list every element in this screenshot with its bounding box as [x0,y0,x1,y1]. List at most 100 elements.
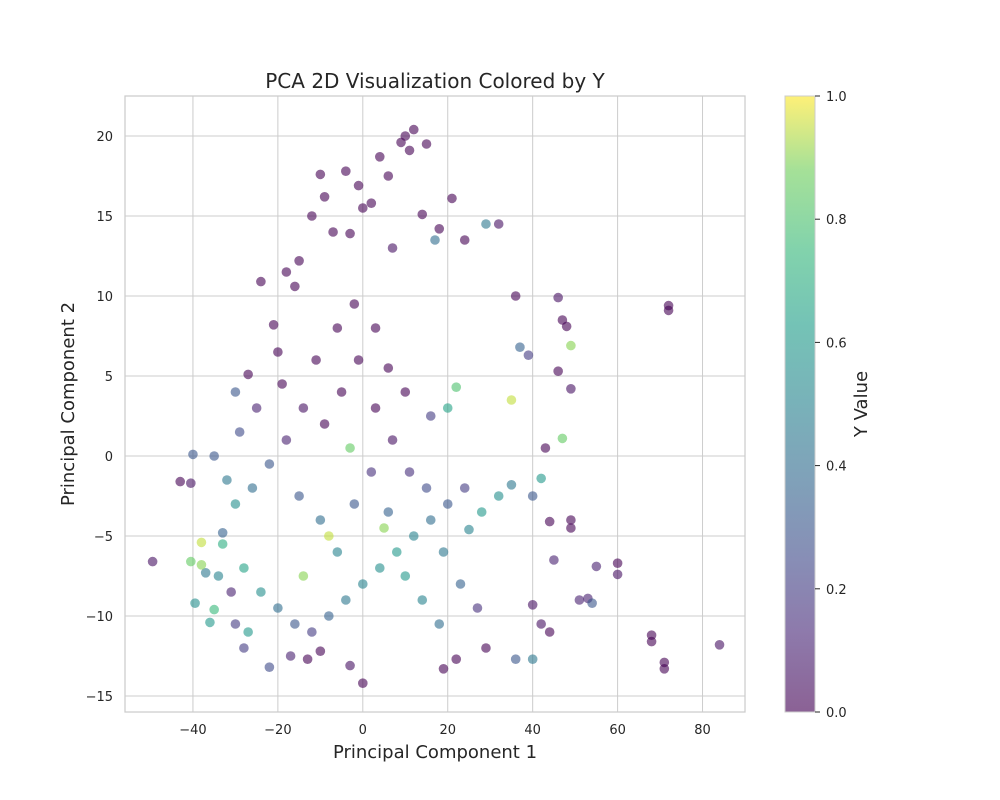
x-tick-label: −20 [264,723,291,738]
y-tick-label: −5 [94,530,113,545]
y-tick-label: 0 [105,450,113,465]
scatter-point [400,131,411,141]
colorbar-label: Y Value [851,371,872,438]
colorbar-tick-label: 0.4 [826,460,847,475]
scatter-point [209,451,219,461]
scatter-point [285,651,296,661]
scatter-point [196,537,207,548]
scatter-point [536,619,546,629]
scatter-point [383,507,394,517]
scatter-point [370,403,381,413]
scatter-point [230,499,241,509]
scatter-point [506,395,517,405]
scatter-point [264,662,275,672]
scatter-point [239,643,249,653]
scatter-point [190,598,200,608]
scatter-point [391,547,402,557]
scatter-point [315,515,326,525]
scatter-point [566,340,576,351]
chart-title: PCA 2D Visualization Colored by Y [265,69,605,93]
scatter-point [561,321,572,332]
scatter-point [459,483,470,493]
scatter-point [506,480,517,490]
scatter-point [217,539,228,549]
scatter-point [383,171,394,181]
scatter-point [438,547,449,557]
scatter-point [243,369,253,380]
scatter-point [379,523,389,533]
y-tick-label: −15 [86,690,113,705]
scatter-point [345,443,355,453]
scatter-point [434,224,445,234]
scatter-point [336,387,347,397]
scatter-point [294,491,304,501]
scatter-point [425,515,436,525]
scatter-point [290,281,300,292]
scatter-point [332,547,343,557]
colorbar-tick-label: 0.8 [826,213,847,228]
scatter-point [451,382,462,393]
scatter-point [587,598,597,608]
scatter-point [273,347,283,357]
y-tick-label: 5 [105,370,113,385]
scatter-point [421,139,432,149]
scatter-point [186,478,196,489]
scatter-point [646,636,657,647]
scatter-point [493,491,504,501]
scatter-point [566,515,576,525]
scatter-point [147,556,158,567]
scatter-point [366,198,377,208]
x-axis-label: Principal Component 1 [333,742,537,763]
scatter-point [510,291,521,301]
scatter-point [515,342,525,353]
scatter-point [481,643,491,653]
scatter-point [349,499,360,509]
scatter-point [387,243,398,253]
scatter-point [358,203,368,213]
scatter-point [256,587,266,597]
scatter-point [442,499,453,509]
scatter-point [290,619,300,629]
scatter-point [574,595,585,605]
scatter-point [222,475,232,485]
scatter-point [374,563,385,573]
scatter-point [553,366,563,377]
colorbar-tick-label: 1.0 [826,90,847,105]
scatter-point [294,255,304,266]
y-tick-label: 20 [96,130,113,145]
scatter-point [408,124,419,135]
scatter-point [430,235,440,245]
scatter-points [147,124,725,688]
scatter-point [247,483,258,493]
scatter-point [472,603,483,613]
scatter-point [366,467,377,477]
scatter-point [612,558,623,568]
scatter-point [307,627,317,637]
y-tick-labels: −15 −10 −5 0 5 10 15 20 [86,130,113,705]
scatter-point [387,435,398,445]
scatter-point [264,459,275,469]
scatter-point [281,435,292,445]
scatter-point [319,419,330,429]
colorbar-tick-label: 0.0 [826,706,847,721]
scatter-point [298,403,309,413]
scatter-point [332,323,343,333]
scatter-point [349,299,360,309]
scatter-point [251,403,262,413]
colorbar-tick-label: 0.2 [826,583,847,598]
plot-area [125,96,745,712]
scatter-point [566,384,576,394]
colorbar [784,95,816,713]
scatter-point [591,561,602,572]
scatter-point [358,579,368,589]
scatter-point [324,611,334,621]
scatter-point [476,507,487,517]
scatter-point [438,664,449,674]
scatter-point [196,560,207,570]
scatter-point [663,305,674,316]
scatter-point [540,443,551,453]
scatter-point [353,180,364,191]
scatter-point [451,654,462,664]
scatter-point [421,483,432,493]
